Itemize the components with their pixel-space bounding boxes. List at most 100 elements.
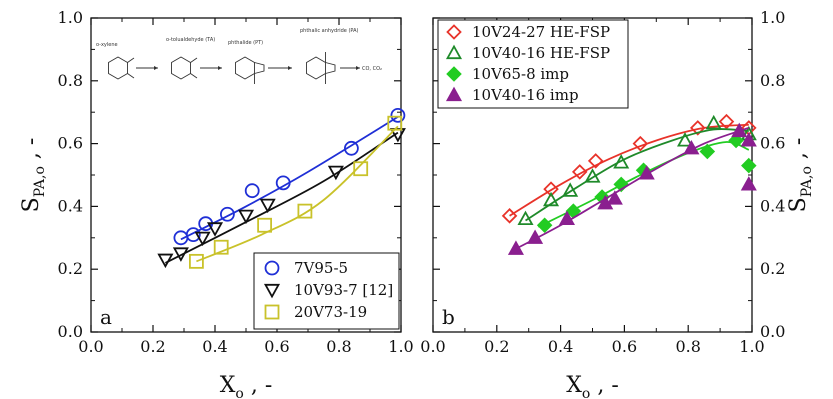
methyl-bond [190, 73, 198, 79]
methyl-bond [127, 73, 135, 79]
legend-marker [446, 24, 462, 40]
series-2 [517, 114, 757, 226]
molecule-tolualdehyde [171, 56, 191, 80]
arrow-head-icon [356, 66, 360, 70]
methyl-bond [127, 57, 135, 63]
data-point [689, 120, 706, 136]
y-tick-label: 0.2 [58, 259, 83, 278]
y-tick-label: 0.2 [760, 259, 785, 278]
data-point [543, 191, 560, 207]
data-point [527, 229, 544, 244]
x-axis-title: Xo , - [566, 373, 619, 399]
data-point [206, 222, 224, 237]
legend-label: 10V40-16 HE-FSP [472, 44, 610, 62]
data-point [244, 183, 260, 199]
legend-marker [263, 283, 281, 299]
x-tick-label: 0.0 [420, 337, 445, 356]
scheme-label: o-xylene [96, 42, 118, 48]
legend-label: 10V40-16 imp [472, 86, 579, 104]
data-point [740, 132, 757, 147]
panel-b: 0.0 0.2 0.4 0.6 0.8 1.00.00.20.40.60.81.0Xo ,… [420, 8, 815, 399]
legend: 10V24-27 HE-FSP 10V40-16 HE-FSP 10V65-8 im… [437, 19, 629, 109]
data-point [632, 135, 649, 152]
data-point [699, 143, 716, 160]
data-point [219, 206, 235, 222]
x-tick-label: 0.8 [326, 337, 351, 356]
data-point [275, 175, 291, 191]
legend-marker [445, 86, 463, 102]
data-point [562, 182, 579, 197]
x-axis-title: Xo , - [220, 373, 273, 399]
x-tick-label: 0.0 [78, 337, 103, 356]
data-point [638, 165, 655, 180]
data-point [606, 190, 623, 205]
legend-label: 10V65-8 imp [472, 65, 569, 83]
y-tick-label: 0.0 [58, 322, 83, 341]
data-point [587, 153, 604, 169]
y-tick-label: 0.8 [760, 71, 785, 90]
data-point [194, 231, 211, 247]
data-point [185, 227, 201, 243]
y-tick-label: 0.4 [760, 196, 785, 215]
legend-label: 7V95-5 [294, 259, 348, 277]
data-point [718, 113, 735, 130]
legend-marker [446, 66, 462, 82]
molecule-phthalide [235, 56, 255, 80]
x-tick-label: 0.6 [612, 337, 637, 356]
aldehyde-bond [190, 57, 198, 63]
arrow-head-icon [218, 66, 222, 70]
series-3 [536, 132, 757, 234]
series-4 [507, 122, 757, 255]
legend-box [437, 19, 629, 109]
data-point [390, 107, 406, 123]
data-point [297, 203, 313, 219]
reaction-scheme: o-xylene o-tolualdehyde (TA) phthalide (PT… [96, 28, 382, 84]
data-point [584, 168, 601, 183]
series-2 [157, 128, 406, 269]
data-point [571, 164, 588, 180]
data-point [259, 198, 276, 214]
arrow-head-icon [288, 66, 292, 70]
data-point [343, 140, 359, 156]
data-point [517, 210, 534, 226]
data-point [536, 217, 553, 234]
fit-line [164, 131, 399, 264]
data-point [728, 132, 744, 149]
series-1 [501, 113, 757, 224]
legend: 7V95-5 10V93-7 [12] 20V73-19 [253, 252, 400, 330]
series-3 [188, 115, 403, 269]
x-tick-label: 0.2 [484, 337, 509, 356]
legend-marker [264, 260, 280, 276]
data-point [676, 132, 694, 147]
panel-letter: b [442, 305, 455, 329]
fit-line [525, 128, 749, 222]
x-tick-label: 0.4 [548, 337, 573, 356]
legend-label: 10V24-27 HE-FSP [472, 23, 610, 41]
panel-a: 0.0 0.2 0.4 0.6 0.8 1.0 0.0 0.2 0.4 0.6 0.8 1.0 Xo ,… [19, 8, 414, 399]
data-point [705, 114, 722, 130]
y-tick-label: 0.4 [58, 196, 83, 215]
data-point [188, 253, 204, 269]
legend-marker [445, 44, 463, 60]
arrow-head-icon [154, 66, 158, 70]
x-tick-label: 0.2 [140, 337, 165, 356]
data-point [353, 161, 369, 177]
lactone-ring [254, 62, 265, 74]
data-point [558, 210, 576, 226]
x-tick-label: 1.0 [739, 337, 764, 356]
data-point [683, 139, 700, 155]
data-point [501, 208, 518, 224]
legend-label: 10V93-7 [12] [294, 281, 393, 299]
y-tick-label: 0.6 [58, 134, 83, 153]
y-axis-title: SPA,o , - [786, 138, 815, 213]
legend-marker [264, 304, 280, 320]
y-tick-label: 0.6 [760, 134, 785, 153]
y-axis-title: SPA,o , - [19, 138, 48, 213]
fit-line [515, 127, 750, 250]
molecule-o-xylene [108, 56, 128, 80]
panel-letter: a [100, 305, 112, 329]
data-point [613, 154, 630, 169]
legend-label: 20V73-19 [294, 303, 367, 321]
scheme-label: CO, CO₂ [362, 66, 382, 72]
